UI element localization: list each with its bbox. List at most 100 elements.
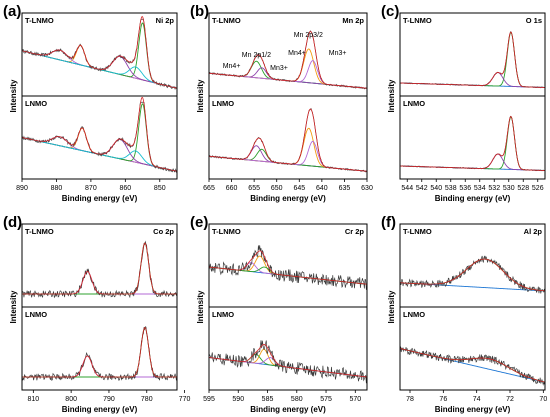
panel-0-bottom-sample-label: LNMO (25, 99, 47, 108)
panel-4-x-tick-label-0: 595 (203, 396, 215, 403)
panel-3-x-tick-label-3: 780 (141, 396, 153, 403)
panel-3-bottom-raw-data (22, 326, 177, 381)
panel-1-annotation-5: Mn3+ (329, 50, 347, 57)
panel-1-bottom-component-2 (209, 127, 367, 172)
panel-4-top-sample-label: T-LNMO (212, 227, 241, 236)
panel-5-bottom-plot (400, 346, 545, 386)
panel-3-top-sample-label: T-LNMO (25, 227, 54, 236)
panel-3-top-component-1 (22, 242, 177, 295)
panel-0-top-raw-data (22, 18, 177, 90)
xps-panel-5: T-LNMO LNMO Al 2p (f) Intensity 78 76 74 72 70 Bin… (381, 214, 547, 414)
panel-0-bottom-envelope-fit (22, 97, 177, 172)
panel-2-top-component-0 (400, 32, 545, 88)
panel-0-x-tick-label-0: 890 (16, 185, 28, 192)
panel-0-top-plot (22, 15, 177, 90)
panel-0-x-tick-label-4: 850 (154, 185, 166, 192)
panel-5-letter: (f) (381, 214, 396, 231)
panel-3-x-axis-label: Binding energy (eV) (62, 405, 138, 414)
panel-1-annotation-1: Mn 2p3/2 (294, 32, 323, 39)
panel-3-letter: (d) (3, 214, 22, 231)
panel-2-letter: (c) (381, 3, 399, 20)
panel-4-x-tick-label-4: 575 (320, 396, 332, 403)
panel-0-bottom-component-2 (22, 103, 177, 172)
panel-5-x-tick-label-0: 78 (406, 396, 414, 403)
panel-2-x-tick-label-6: 532 (488, 185, 500, 192)
panel-0-x-tick-label-3: 860 (119, 185, 131, 192)
panel-2-bottom-sample-label: LNMO (403, 99, 425, 108)
panel-1-annotation-3: Mn3+ (270, 65, 288, 72)
panel-3-y-axis-label: Intensity (9, 290, 18, 323)
panel-0-x-axis-label: Binding energy (eV) (62, 194, 138, 203)
panel-4-top-plot (209, 245, 367, 290)
panel-5-x-tick-label-3: 72 (506, 396, 514, 403)
panel-2-bottom-plot (400, 115, 545, 172)
panel-5-x-tick-label-1: 76 (439, 396, 447, 403)
panel-2-y-axis-label: Intensity (387, 79, 396, 112)
panel-1-bottom-plot (209, 107, 367, 173)
xps-panel-3: T-LNMO LNMO Co 2p (d) Intensity 810 800 790 780 7… (3, 214, 191, 414)
panel-5-x-axis-label: Binding energy (eV) (435, 405, 511, 414)
panel-1-x-tick-label-7: 630 (361, 185, 373, 192)
panel-3-bottom-component-1 (22, 326, 177, 378)
panel-1-bottom-raw-data (209, 107, 367, 173)
panel-4-x-axis-label: Binding energy (eV) (250, 405, 326, 414)
panel-1-top-envelope-fit (209, 30, 367, 89)
panel-0-y-axis-label: Intensity (9, 79, 18, 112)
panel-1-x-tick-label-2: 655 (248, 185, 260, 192)
panel-2-x-tick-label-5: 534 (474, 185, 486, 192)
panel-0-bottom-plot (22, 97, 177, 173)
panel-2-top-envelope-fit (400, 31, 545, 88)
panel-2-top-raw-data (400, 31, 545, 89)
panel-1-letter: (b) (190, 3, 209, 20)
panel-2-x-tick-label-1: 542 (416, 185, 428, 192)
panel-1-annotation-2: Mn4+ (223, 63, 241, 70)
panel-3-bottom-plot (22, 326, 177, 381)
panel-2-x-tick-label-8: 528 (517, 185, 529, 192)
panel-1-top-sample-label: T-LNMO (212, 16, 241, 25)
panel-1-x-tick-label-4: 645 (293, 185, 305, 192)
panel-0-x-tick-label-1: 880 (51, 185, 63, 192)
panel-4-letter: (e) (190, 214, 208, 231)
panel-5-bottom-sample-label: LNMO (403, 310, 425, 319)
xps-panel-0: T-LNMO LNMO Ni 2p (a) Intensity 890 880 870 860 8… (3, 3, 178, 203)
panel-2-element-label: O 1s (526, 16, 542, 25)
panel-3-bottom-sample-label: LNMO (25, 310, 47, 319)
panel-5-top-raw-data (400, 255, 545, 294)
panel-0-element-label: Ni 2p (156, 16, 175, 25)
panel-5-bottom-envelope-fit (400, 348, 545, 383)
panel-3-x-tick-label-4: 770 (179, 396, 191, 403)
panel-1-x-tick-label-6: 635 (339, 185, 351, 192)
panel-5-top-sample-label: T-LNMO (403, 227, 432, 236)
panel-1-element-label: Mn 2p (342, 16, 364, 25)
panel-1-bottom-component-3 (209, 140, 367, 172)
panel-0-letter: (a) (3, 3, 21, 20)
panel-2-x-tick-label-7: 530 (503, 185, 515, 192)
panel-4-x-tick-label-1: 590 (232, 396, 244, 403)
panel-4-bottom-plot (209, 340, 367, 384)
panel-2-x-axis-label: Binding energy (eV) (435, 194, 511, 203)
panel-1-bottom-component-1 (209, 148, 367, 172)
panel-5-x-tick-label-2: 74 (473, 396, 481, 403)
panel-4-bottom-raw-data (209, 340, 367, 384)
panel-2-x-tick-label-3: 538 (445, 185, 457, 192)
panel-5-x-tick-label-4: 70 (539, 396, 547, 403)
panel-2-x-tick-label-0: 544 (401, 185, 413, 192)
panel-4-bottom-sample-label: LNMO (212, 310, 234, 319)
panel-3-x-tick-label-2: 790 (103, 396, 115, 403)
panel-1-x-tick-label-3: 650 (271, 185, 283, 192)
panel-4-x-tick-label-5: 570 (349, 396, 361, 403)
panel-2-bottom-raw-data (400, 115, 545, 172)
xps-panel-1: T-LNMO LNMO Mn 2p (b) Intensity 665 660 655 650 6… (190, 3, 373, 203)
panel-4-top-raw-data (209, 245, 367, 290)
panel-1-annotation-4: Mn4+ (288, 50, 306, 57)
panel-3-x-tick-label-0: 810 (27, 396, 39, 403)
panel-2-top-sample-label: T-LNMO (403, 16, 432, 25)
panel-5-y-axis-label: Intensity (387, 290, 396, 323)
panel-3-x-tick-label-1: 800 (65, 396, 77, 403)
panel-1-bottom-sample-label: LNMO (212, 99, 234, 108)
panel-3-top-plot (22, 240, 177, 299)
panel-3-element-label: Co 2p (153, 227, 174, 236)
panel-1-top-plot (209, 30, 367, 90)
